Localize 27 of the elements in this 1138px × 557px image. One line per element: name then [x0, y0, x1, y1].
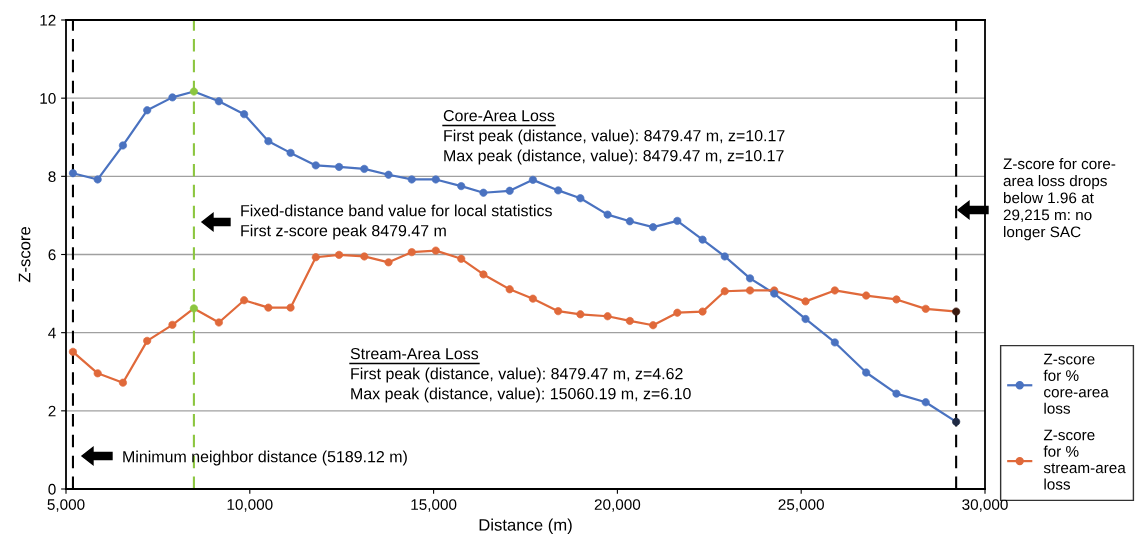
y-tick-label: 10 [40, 93, 56, 104]
y-tick-label: 4 [48, 327, 56, 339]
x-tick-label: 25,000 [778, 499, 824, 512]
y-tick-label: 0 [48, 483, 56, 495]
x-axis-title: Distance (m) [479, 518, 572, 535]
y-tick-label: 2 [48, 405, 56, 417]
annotation: First peak (distance, value): 8479.47 m, z=4.62 [351, 367, 683, 383]
y-tick-label: 6 [48, 249, 56, 261]
legend-label: Z-score for % core-area loss [1043, 353, 1109, 414]
y-tick-label: 8 [48, 171, 56, 183]
x-tick-label: 20,000 [594, 499, 641, 512]
annotation: Stream-Area Loss [350, 347, 479, 360]
y-axis-title: Z-score [18, 227, 31, 283]
x-tick-label: 30,000 [962, 499, 1008, 512]
x-tick-label: 15,000 [411, 499, 457, 512]
annotation: Max peak (distance, value): 8479.47 m, z=10.17 [444, 149, 784, 165]
y-tick-label: 12 [40, 14, 56, 26]
annotation: Max peak (distance, value): 15060.19 m, z=6.10 [351, 387, 691, 403]
annotation: Minimum neighbor distance (5189.12 m) [123, 450, 407, 466]
annotation: Core-Area Loss [443, 109, 555, 122]
annotation: First z-score peak 8479.47 m [241, 224, 446, 240]
x-tick-label: 10,000 [227, 499, 273, 512]
x-tick-label: 5,000 [47, 499, 85, 512]
legend-label: Z-score for % stream-area loss [1043, 429, 1126, 490]
annotation: First peak (distance, value): 8479.47 m, z=10.17 [444, 129, 785, 145]
text: Z-score for core-area loss drops below 1.96 at 29,215 m: no longer SAC [1003, 158, 1116, 241]
annotation: Fixed-distance band value for local statistics [241, 204, 552, 217]
